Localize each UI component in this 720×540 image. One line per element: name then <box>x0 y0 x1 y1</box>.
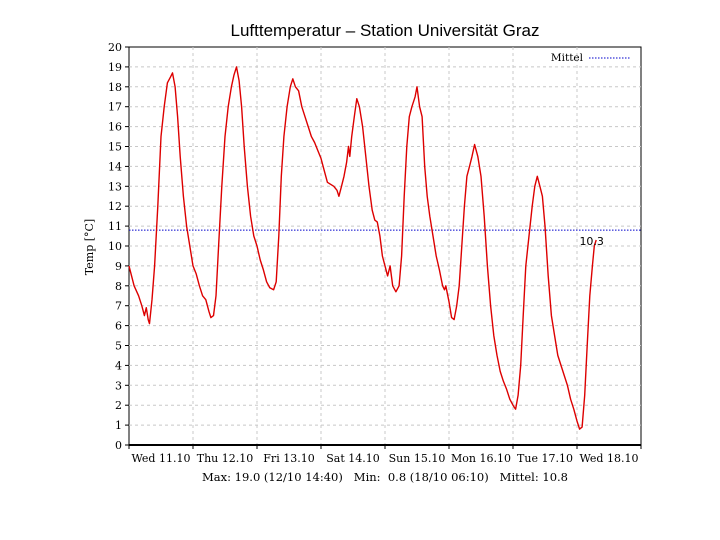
legend: Mittel <box>551 52 631 64</box>
y-tick-label: 17 <box>108 101 122 114</box>
grid-lines <box>129 47 641 445</box>
annotations: 10.3 <box>579 235 604 248</box>
x-tick-label: Sun 15.10 <box>389 452 446 465</box>
temperature-series-line <box>128 66 597 430</box>
y-tick-label: 15 <box>108 141 122 154</box>
y-tick-label: 18 <box>108 81 122 94</box>
x-tick-label: Sat 14.10 <box>326 452 380 465</box>
y-tick-label: 5 <box>115 340 122 353</box>
x-tick-label: Wed 18.10 <box>580 452 639 465</box>
y-tick-label: 6 <box>115 320 122 333</box>
y-tick-label: 10 <box>108 240 122 253</box>
y-tick-label: 3 <box>115 379 122 392</box>
x-tick-label: Thu 12.10 <box>197 452 254 465</box>
y-tick-label: 2 <box>115 399 122 412</box>
last-value-label: 10.3 <box>579 235 604 248</box>
x-tick-label: Tue 17.10 <box>517 452 573 465</box>
y-tick-label: 20 <box>108 41 122 54</box>
y-tick-label: 1 <box>115 419 122 432</box>
y-tick-label: 19 <box>108 61 122 74</box>
series-layer <box>128 66 597 430</box>
legend-label: Mittel <box>551 52 584 64</box>
stats-summary: Max: 19.0 (12/10 14:40) Min: 0.8 (18/10 … <box>202 470 568 484</box>
y-tick-label: 0 <box>115 439 122 452</box>
y-tick-label: 8 <box>115 280 122 293</box>
y-tick-label: 4 <box>115 359 122 372</box>
y-tick-label: 11 <box>108 220 122 233</box>
x-tick-label: Mon 16.10 <box>451 452 511 465</box>
y-tick-label: 14 <box>108 160 122 173</box>
y-tick-label: 12 <box>108 200 122 213</box>
y-axis-label: Temp [°C] <box>83 219 96 275</box>
x-axis: Wed 11.10 Thu 12.10 Fri 13.10 Sat 14.10 Sun … <box>128 444 642 465</box>
y-tick-label: 16 <box>108 121 122 134</box>
y-tick-label: 13 <box>108 180 122 193</box>
chart-title: Lufttemperatur – Station Universität Gra… <box>231 21 540 40</box>
y-tick-label: 9 <box>115 260 122 273</box>
x-tick-label: Wed 11.10 <box>132 452 191 465</box>
x-tick-label: Fri 13.10 <box>263 452 314 465</box>
y-tick-label: 7 <box>115 300 122 313</box>
